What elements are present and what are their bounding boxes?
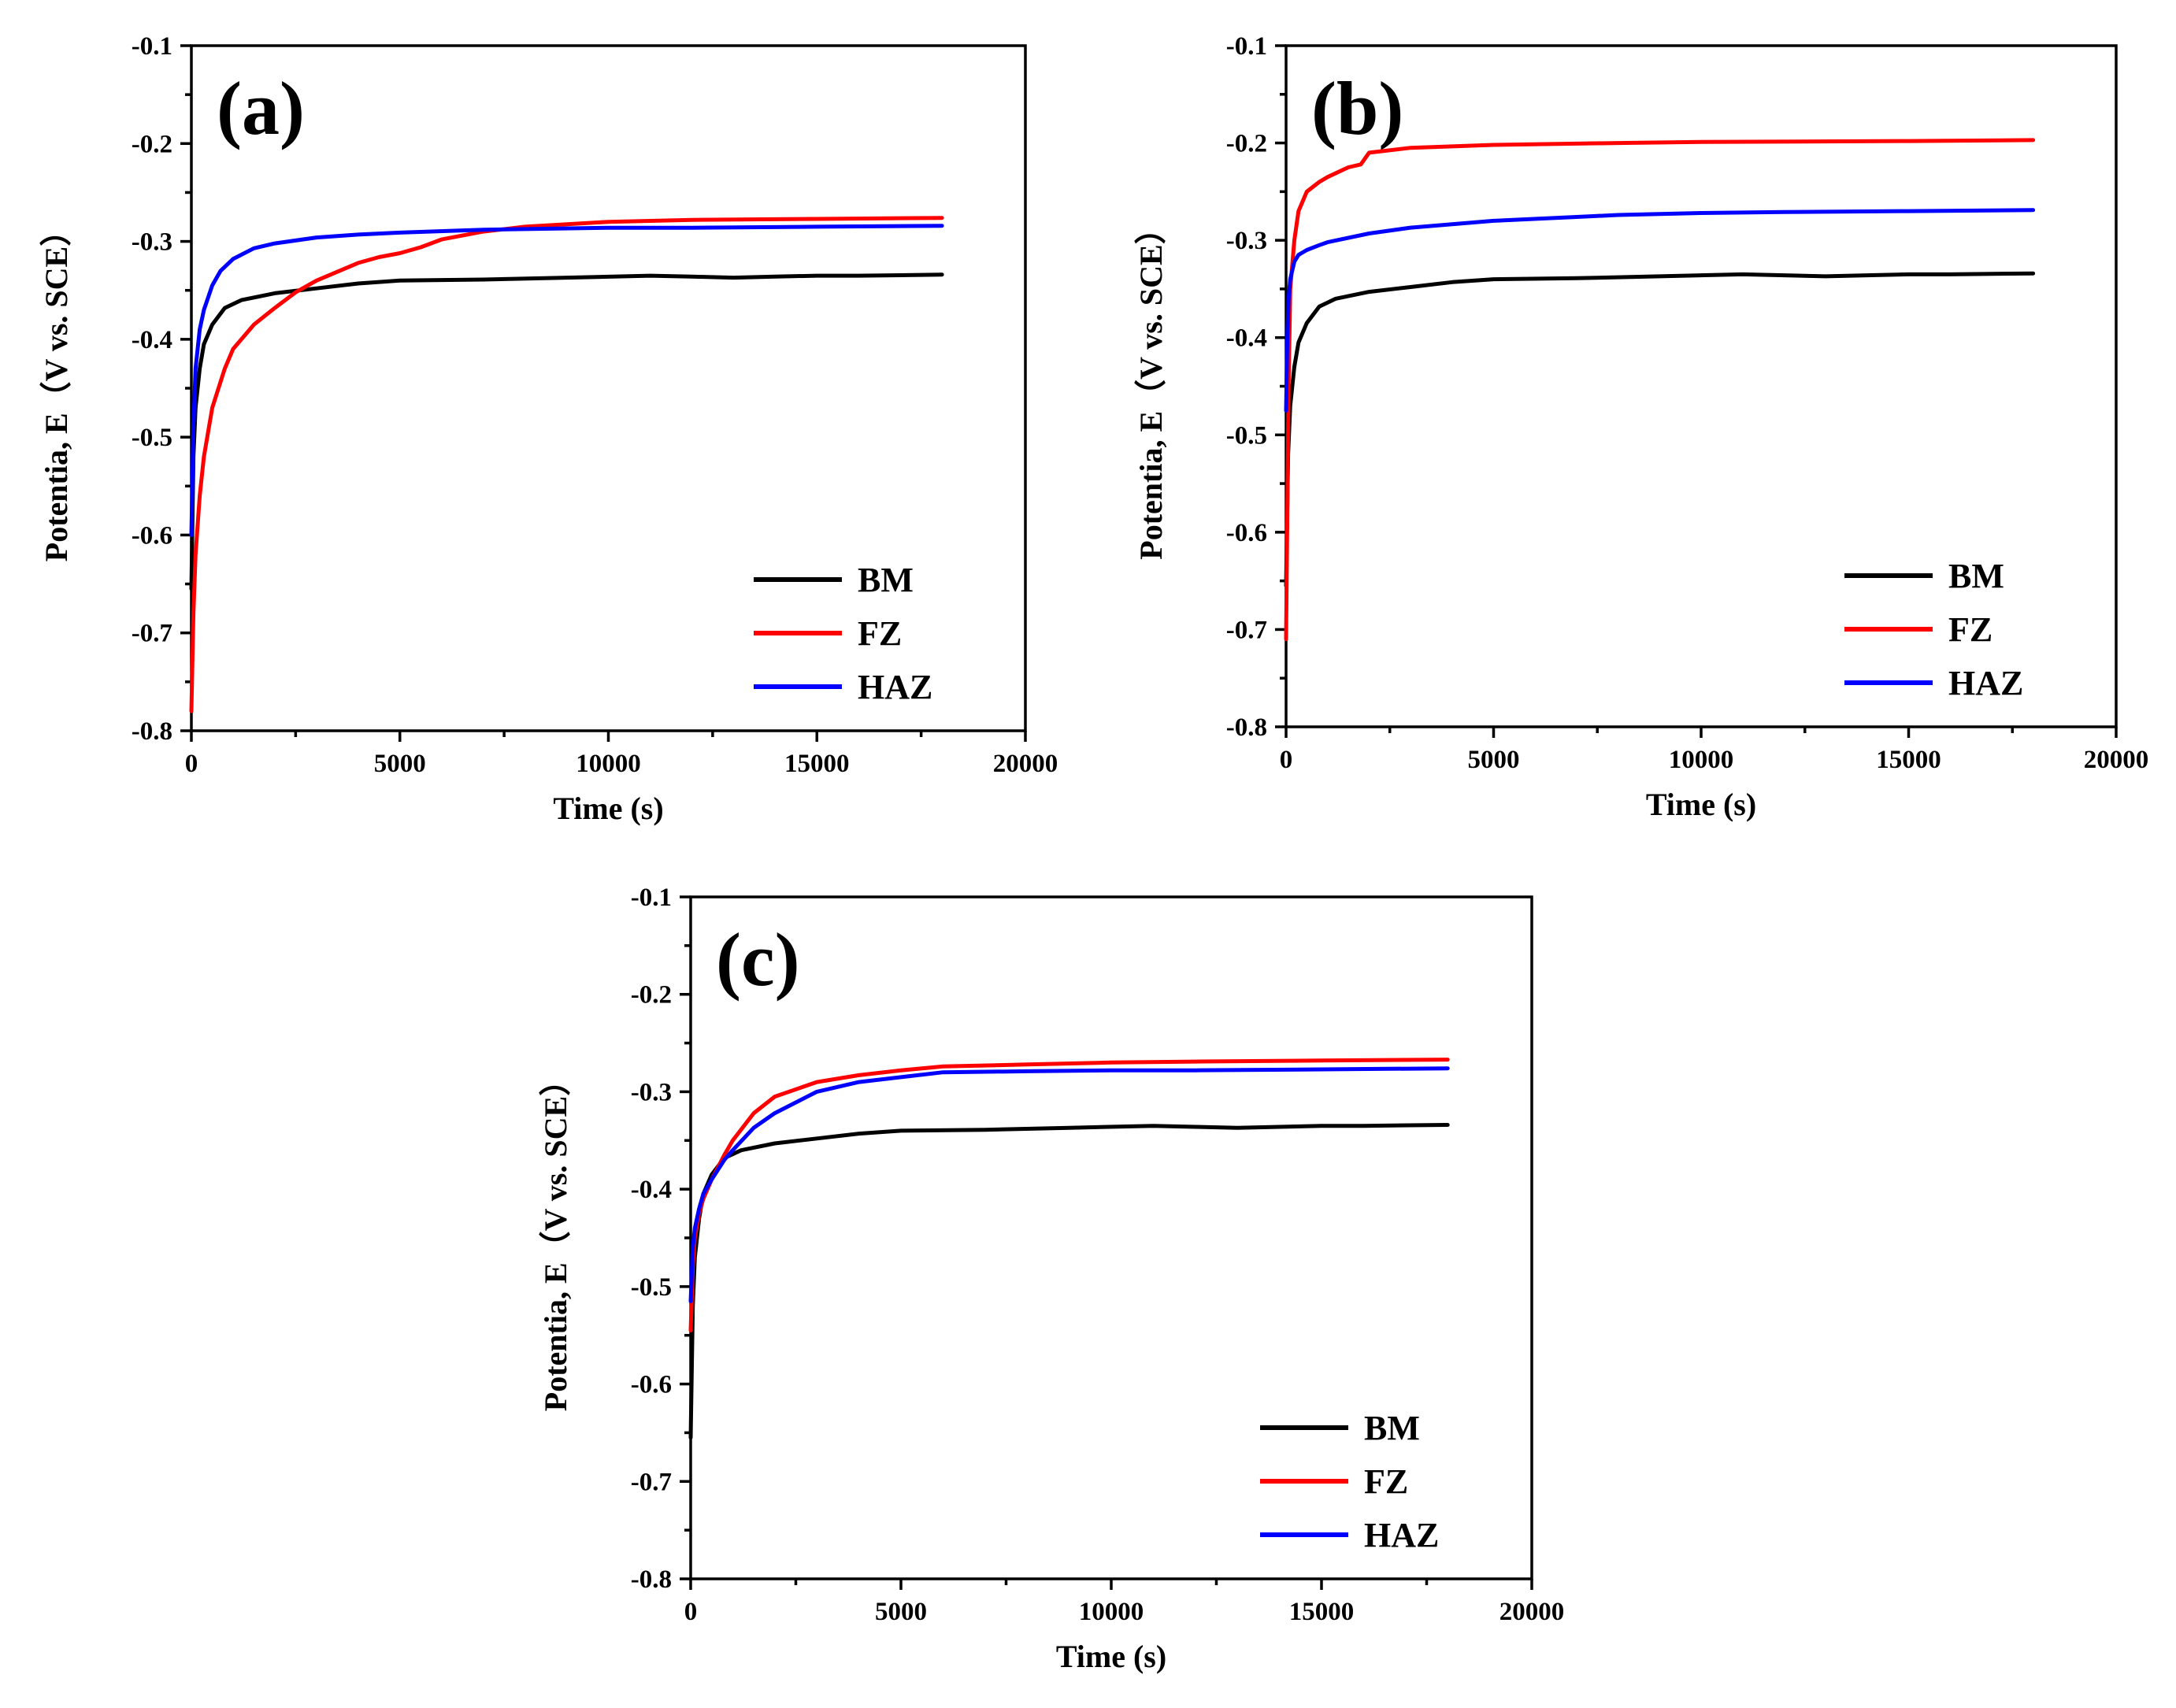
legend-label-bm: BM — [858, 561, 914, 599]
x-tick-label: 15000 — [784, 750, 850, 778]
series-line-haz — [189, 224, 944, 537]
x-axis-title: Time (s) — [1056, 1639, 1166, 1674]
x-tick-label: 5000 — [374, 750, 426, 778]
panel-label: (b) — [1311, 66, 1403, 150]
y-tick-label: -0.7 — [132, 620, 172, 648]
y-tick-label: -0.1 — [132, 32, 172, 61]
y-tick-label: -0.3 — [1226, 227, 1267, 255]
panel-b: 0 5000 10000 15000 20000 -0.8 -0.7 -0.6 -0.5 -0.4… — [1133, 32, 2148, 822]
x-tick-label: 5000 — [1468, 746, 1520, 774]
x-axis-title: Time (s) — [553, 791, 663, 826]
x-tick-label: 20000 — [1499, 1598, 1565, 1626]
legend-label-bm: BM — [1948, 557, 2004, 595]
legend-label-haz: HAZ — [858, 668, 932, 706]
y-tick-label: -0.4 — [132, 326, 172, 354]
y-tick-label: -0.2 — [1226, 130, 1267, 158]
y-tick-label: -0.6 — [631, 1371, 672, 1399]
y-tick-label: -0.7 — [631, 1468, 672, 1496]
x-tick-label: 0 — [1280, 746, 1293, 774]
y-tick-label: -0.2 — [132, 130, 172, 158]
legend-label-haz: HAZ — [1364, 1516, 1439, 1554]
y-axis-title: Potentia, E（V vs. SCE） — [39, 215, 74, 561]
legend-label-haz: HAZ — [1948, 664, 2023, 702]
y-tick-label: -0.1 — [631, 884, 672, 912]
x-tick-label: 20000 — [2084, 746, 2149, 774]
panel-c: 0 5000 10000 15000 20000 -0.8 -0.7 -0.6 -0.5 -0.4… — [538, 884, 1564, 1674]
y-tick-label: -0.3 — [631, 1078, 672, 1106]
x-tick-label: 20000 — [993, 750, 1058, 778]
legend-label-fz: FZ — [1364, 1462, 1408, 1501]
y-tick-label: -0.2 — [631, 981, 672, 1010]
y-tick-label: -0.4 — [1226, 324, 1267, 353]
x-tick-label: 0 — [185, 750, 198, 778]
x-tick-label: 10000 — [576, 750, 641, 778]
y-tick-label: -0.5 — [132, 424, 172, 452]
y-tick-label: -0.7 — [1226, 616, 1267, 644]
panel-label: (c) — [716, 917, 800, 1002]
y-tick-label: -0.1 — [1226, 32, 1267, 61]
y-axis-title: Potentia, E（V vs. SCE） — [538, 1065, 573, 1411]
x-tick-label: 15000 — [1876, 746, 1941, 774]
y-tick-label: -0.8 — [132, 717, 172, 746]
y-tick-label: -0.3 — [132, 228, 172, 257]
legend-label-fz: FZ — [1948, 610, 1993, 649]
series-line-bm — [1284, 271, 2036, 588]
x-axis-title: Time (s) — [1646, 787, 1756, 822]
y-tick-label: -0.5 — [1226, 421, 1267, 450]
y-tick-label: -0.6 — [132, 521, 172, 550]
panel-a: 0 5000 10000 15000 20000 -0.8 -0.7 -0.6 -0.5 -0.4… — [39, 32, 1058, 826]
series-line-bm — [189, 272, 944, 591]
legend-label-fz: FZ — [858, 614, 902, 653]
series-line-haz — [688, 1066, 1450, 1303]
x-tick-label: 15000 — [1289, 1598, 1355, 1626]
y-tick-label: -0.5 — [631, 1273, 672, 1302]
y-tick-label: -0.8 — [631, 1565, 672, 1594]
x-tick-label: 10000 — [1079, 1598, 1144, 1626]
y-axis-title: Potentia, E（V vs. SCE） — [1133, 213, 1169, 559]
series-line-haz — [1284, 208, 2036, 413]
x-tick-label: 5000 — [875, 1598, 927, 1626]
y-tick-label: -0.4 — [631, 1176, 672, 1204]
x-tick-label: 0 — [684, 1598, 698, 1626]
panel-label: (a) — [217, 66, 305, 150]
y-tick-label: -0.6 — [1226, 519, 1267, 547]
legend-label-bm: BM — [1364, 1409, 1420, 1447]
series-line-bm — [688, 1123, 1450, 1440]
series-line-fz — [189, 216, 944, 713]
y-tick-label: -0.8 — [1226, 713, 1267, 742]
x-tick-label: 10000 — [1669, 746, 1734, 774]
